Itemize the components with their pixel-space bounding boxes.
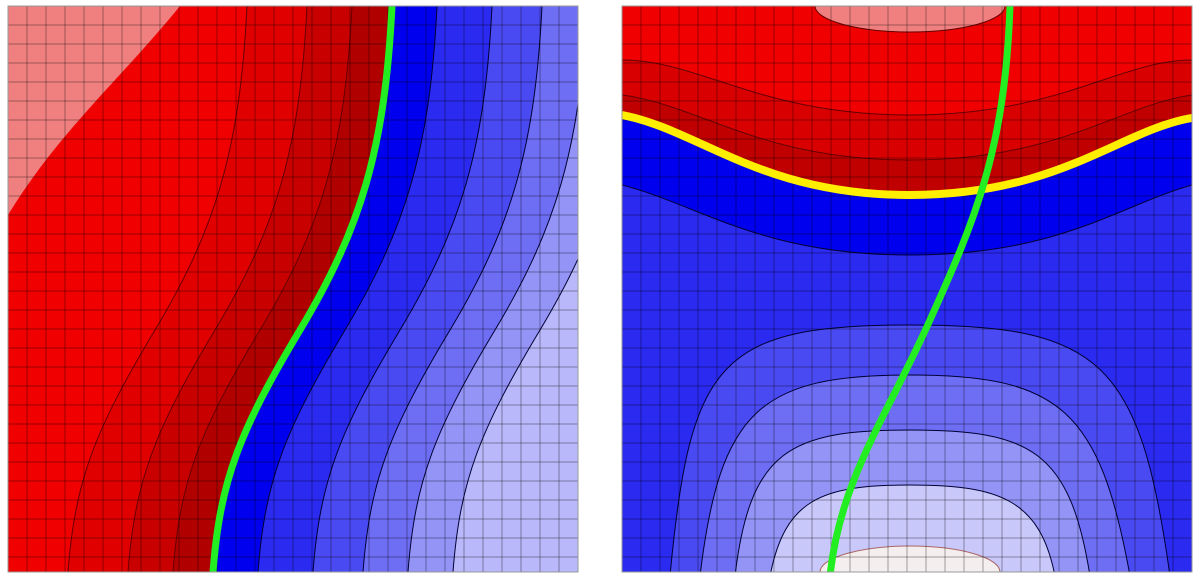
- grid: [622, 6, 1192, 572]
- zero-contour: [622, 111, 1192, 200]
- left-panel: [8, 6, 578, 572]
- band: [814, 6, 1006, 33]
- grid: [8, 6, 578, 572]
- right-panel: [622, 6, 1192, 572]
- zero-contour: [209, 6, 396, 572]
- band: [819, 545, 1001, 572]
- frame: [621, 5, 1193, 573]
- zero-contour: [826, 6, 1014, 572]
- frame: [7, 5, 579, 573]
